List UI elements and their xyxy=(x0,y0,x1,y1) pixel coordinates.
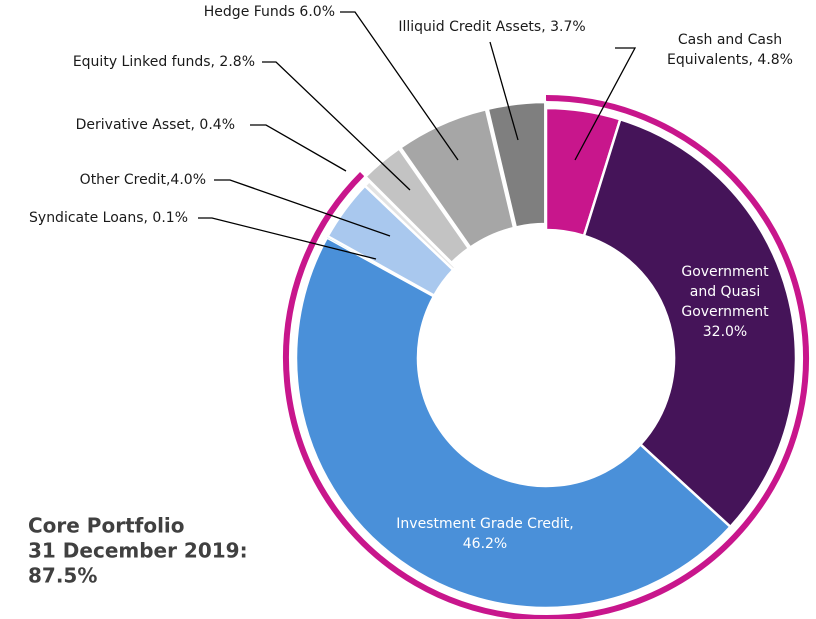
leader-line xyxy=(489,41,519,141)
slice xyxy=(398,107,516,250)
callout-label: Derivative Asset, 0.4% xyxy=(76,117,235,133)
callout-label: Other Credit,4.0% xyxy=(80,172,206,188)
callout-label: Syndicate Loans, 0.1% xyxy=(29,210,188,226)
slice-label: Government xyxy=(681,264,769,280)
slice-label: Government xyxy=(681,304,769,320)
slice-label: 32.0% xyxy=(703,324,747,340)
callout-label: Illiquid Credit Assets, 3.7% xyxy=(398,19,585,35)
core-value: 87.5% xyxy=(28,564,97,588)
callout-label: Hedge Funds 6.0% xyxy=(204,4,335,20)
callout-label: Equivalents, 4.8% xyxy=(667,52,793,68)
leader-line xyxy=(250,124,347,172)
slice-label: and Quasi xyxy=(690,284,760,300)
core-ring xyxy=(283,95,809,619)
slice xyxy=(363,146,471,265)
core-label: 31 December 2019: xyxy=(28,539,248,563)
core-label: Core Portfolio xyxy=(28,514,185,538)
slice-label: 46.2% xyxy=(463,536,507,552)
leader-line xyxy=(574,47,637,161)
slice-label: Investment Grade Credit, xyxy=(396,516,573,532)
leader-line xyxy=(214,179,391,237)
slice xyxy=(582,117,798,529)
slice xyxy=(363,179,458,272)
leader-line xyxy=(262,61,411,191)
callout-label: Cash and Cash xyxy=(678,32,782,48)
slice xyxy=(294,235,733,610)
leader-line xyxy=(340,11,459,161)
leader-line xyxy=(198,217,377,260)
slice xyxy=(486,100,547,229)
callout-label: Equity Linked funds, 2.8% xyxy=(73,54,255,70)
